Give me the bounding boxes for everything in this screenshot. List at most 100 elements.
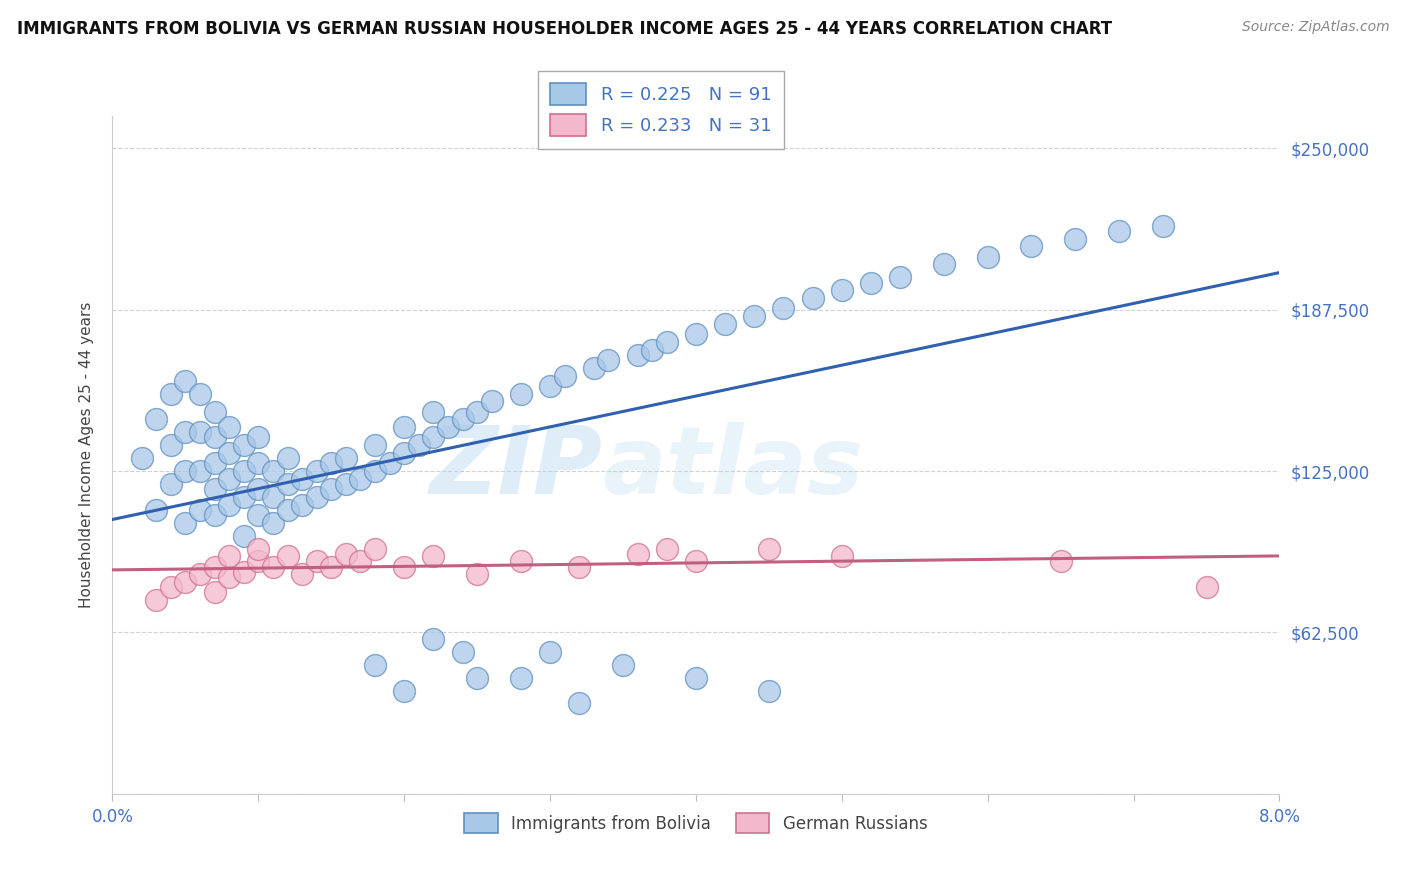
Point <box>276 503 298 517</box>
Point <box>247 430 270 444</box>
Point <box>538 645 561 659</box>
Point <box>1108 224 1130 238</box>
Point <box>612 657 634 672</box>
Point <box>174 374 197 388</box>
Point <box>218 472 240 486</box>
Point <box>394 559 416 574</box>
Point <box>188 425 211 440</box>
Point <box>262 559 284 574</box>
Point <box>188 503 211 517</box>
Point <box>145 593 167 607</box>
Point <box>378 456 401 470</box>
Point <box>232 490 254 504</box>
Point <box>422 405 444 419</box>
Point <box>932 257 955 271</box>
Point <box>831 549 853 564</box>
Point <box>335 547 357 561</box>
Point <box>422 549 444 564</box>
Point <box>218 446 240 460</box>
Point <box>509 386 531 401</box>
Point <box>394 446 416 460</box>
Point <box>305 490 328 504</box>
Point <box>276 477 298 491</box>
Point <box>758 541 780 556</box>
Point <box>481 394 503 409</box>
Point <box>394 683 416 698</box>
Point <box>394 420 416 434</box>
Point <box>465 405 488 419</box>
Point <box>232 528 254 542</box>
Point <box>321 456 343 470</box>
Point <box>801 291 824 305</box>
Point <box>685 671 707 685</box>
Point <box>364 657 387 672</box>
Point <box>247 508 270 522</box>
Point <box>451 645 474 659</box>
Point <box>131 451 153 466</box>
Point <box>247 541 270 556</box>
Point <box>232 464 254 478</box>
Point <box>568 559 591 574</box>
Point <box>831 283 853 297</box>
Point <box>291 567 314 582</box>
Point <box>742 309 765 323</box>
Point <box>1021 239 1043 253</box>
Point <box>598 353 620 368</box>
Point <box>554 368 576 383</box>
Text: IMMIGRANTS FROM BOLIVIA VS GERMAN RUSSIAN HOUSEHOLDER INCOME AGES 25 - 44 YEARS : IMMIGRANTS FROM BOLIVIA VS GERMAN RUSSIA… <box>17 20 1112 37</box>
Point <box>174 516 197 530</box>
Point <box>349 472 371 486</box>
Point <box>276 451 298 466</box>
Point <box>889 270 911 285</box>
Point <box>145 503 167 517</box>
Point <box>174 575 197 590</box>
Point <box>262 490 284 504</box>
Point <box>509 554 531 568</box>
Point <box>160 386 183 401</box>
Point <box>1049 554 1071 568</box>
Point <box>465 671 488 685</box>
Point <box>364 438 387 452</box>
Point <box>247 482 270 496</box>
Point <box>174 464 197 478</box>
Point <box>538 379 561 393</box>
Point <box>437 420 460 434</box>
Point <box>627 547 650 561</box>
Point <box>451 412 474 426</box>
Point <box>1195 580 1218 594</box>
Point <box>685 554 707 568</box>
Point <box>655 334 678 349</box>
Point <box>291 472 314 486</box>
Point <box>364 464 387 478</box>
Point <box>232 565 254 579</box>
Point <box>772 301 794 316</box>
Point <box>758 683 780 698</box>
Point <box>188 567 211 582</box>
Point <box>714 317 737 331</box>
Point <box>262 464 284 478</box>
Point <box>305 464 328 478</box>
Point <box>218 549 240 564</box>
Point <box>174 425 197 440</box>
Text: ZIP: ZIP <box>430 423 603 515</box>
Point <box>204 482 226 496</box>
Point <box>655 541 678 556</box>
Point <box>349 554 371 568</box>
Point <box>276 549 298 564</box>
Point <box>976 250 998 264</box>
Point <box>204 456 226 470</box>
Point <box>291 498 314 512</box>
Point <box>422 430 444 444</box>
Point <box>582 360 605 375</box>
Point <box>465 567 488 582</box>
Point <box>422 632 444 646</box>
Point <box>218 420 240 434</box>
Point <box>321 559 343 574</box>
Point <box>321 482 343 496</box>
Point <box>218 498 240 512</box>
Point <box>218 570 240 584</box>
Point <box>188 386 211 401</box>
Point <box>160 438 183 452</box>
Point <box>305 554 328 568</box>
Text: atlas: atlas <box>603 423 863 515</box>
